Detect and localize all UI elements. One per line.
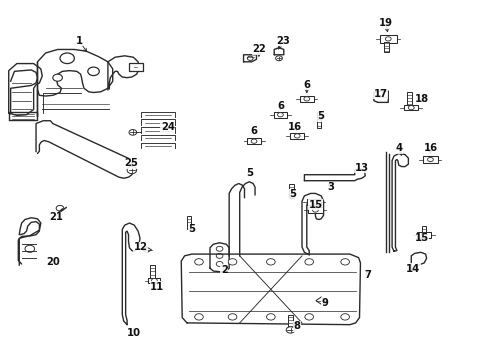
- FancyBboxPatch shape: [316, 112, 320, 128]
- Text: 23: 23: [275, 36, 289, 46]
- Circle shape: [228, 314, 236, 320]
- Circle shape: [310, 200, 316, 204]
- FancyBboxPatch shape: [150, 265, 154, 279]
- Text: 15: 15: [414, 233, 428, 243]
- FancyBboxPatch shape: [273, 112, 286, 118]
- Text: 20: 20: [46, 257, 60, 267]
- Circle shape: [216, 253, 223, 258]
- Circle shape: [340, 314, 349, 320]
- Text: 24: 24: [161, 122, 175, 132]
- Circle shape: [88, 67, 99, 76]
- Circle shape: [266, 314, 275, 320]
- Circle shape: [216, 246, 223, 251]
- FancyBboxPatch shape: [129, 63, 142, 71]
- Text: 2: 2: [221, 265, 227, 275]
- Circle shape: [216, 261, 223, 266]
- Circle shape: [304, 314, 313, 320]
- Circle shape: [247, 56, 253, 60]
- FancyBboxPatch shape: [306, 199, 320, 205]
- Circle shape: [340, 259, 349, 265]
- Text: 17: 17: [373, 89, 387, 99]
- Circle shape: [266, 259, 275, 265]
- Circle shape: [304, 259, 313, 265]
- FancyBboxPatch shape: [148, 278, 160, 283]
- Circle shape: [407, 105, 413, 110]
- Text: 11: 11: [150, 282, 164, 292]
- FancyBboxPatch shape: [417, 232, 430, 238]
- Text: 6: 6: [276, 101, 284, 111]
- Circle shape: [194, 314, 203, 320]
- FancyBboxPatch shape: [307, 207, 322, 213]
- Text: 8: 8: [293, 321, 300, 332]
- Circle shape: [385, 37, 390, 41]
- Text: 25: 25: [124, 158, 138, 168]
- Text: 6: 6: [250, 126, 257, 136]
- Text: 21: 21: [50, 212, 63, 222]
- Circle shape: [151, 278, 157, 283]
- Text: 15: 15: [308, 200, 322, 210]
- Text: 5: 5: [188, 224, 195, 234]
- Circle shape: [312, 208, 318, 212]
- Text: 1: 1: [76, 36, 82, 46]
- Circle shape: [228, 259, 236, 265]
- Circle shape: [56, 206, 64, 211]
- Text: 10: 10: [126, 328, 140, 338]
- FancyBboxPatch shape: [423, 156, 437, 163]
- Circle shape: [251, 139, 256, 143]
- Circle shape: [304, 97, 309, 101]
- FancyBboxPatch shape: [403, 105, 418, 110]
- Circle shape: [53, 74, 62, 81]
- Text: 3: 3: [326, 182, 333, 192]
- FancyBboxPatch shape: [186, 216, 191, 229]
- Text: 14: 14: [405, 264, 420, 274]
- Circle shape: [194, 259, 203, 265]
- Text: 19: 19: [378, 18, 392, 28]
- Text: 4: 4: [394, 143, 402, 153]
- Text: 16: 16: [423, 143, 437, 153]
- Circle shape: [294, 134, 300, 138]
- Circle shape: [275, 56, 282, 61]
- Circle shape: [60, 53, 74, 64]
- Text: 5: 5: [317, 112, 324, 121]
- FancyBboxPatch shape: [289, 184, 293, 198]
- FancyBboxPatch shape: [406, 92, 411, 106]
- FancyBboxPatch shape: [379, 35, 396, 43]
- FancyBboxPatch shape: [300, 96, 313, 102]
- Text: 18: 18: [414, 94, 428, 104]
- FancyBboxPatch shape: [383, 42, 388, 52]
- Text: 16: 16: [287, 122, 301, 132]
- Text: 22: 22: [251, 45, 265, 54]
- Circle shape: [25, 245, 35, 252]
- Circle shape: [277, 113, 283, 117]
- Circle shape: [127, 167, 137, 174]
- Text: 13: 13: [354, 163, 368, 173]
- Circle shape: [427, 157, 432, 162]
- Circle shape: [285, 327, 294, 333]
- Text: 6: 6: [303, 80, 310, 90]
- Text: 12: 12: [133, 242, 147, 252]
- Text: 5: 5: [288, 189, 295, 199]
- Text: 5: 5: [245, 168, 252, 178]
- Text: 9: 9: [321, 298, 328, 308]
- Circle shape: [129, 130, 136, 135]
- FancyBboxPatch shape: [289, 133, 304, 139]
- Text: 7: 7: [364, 270, 371, 280]
- FancyBboxPatch shape: [421, 226, 426, 240]
- FancyBboxPatch shape: [287, 315, 292, 328]
- Circle shape: [421, 233, 426, 237]
- FancyBboxPatch shape: [247, 138, 260, 144]
